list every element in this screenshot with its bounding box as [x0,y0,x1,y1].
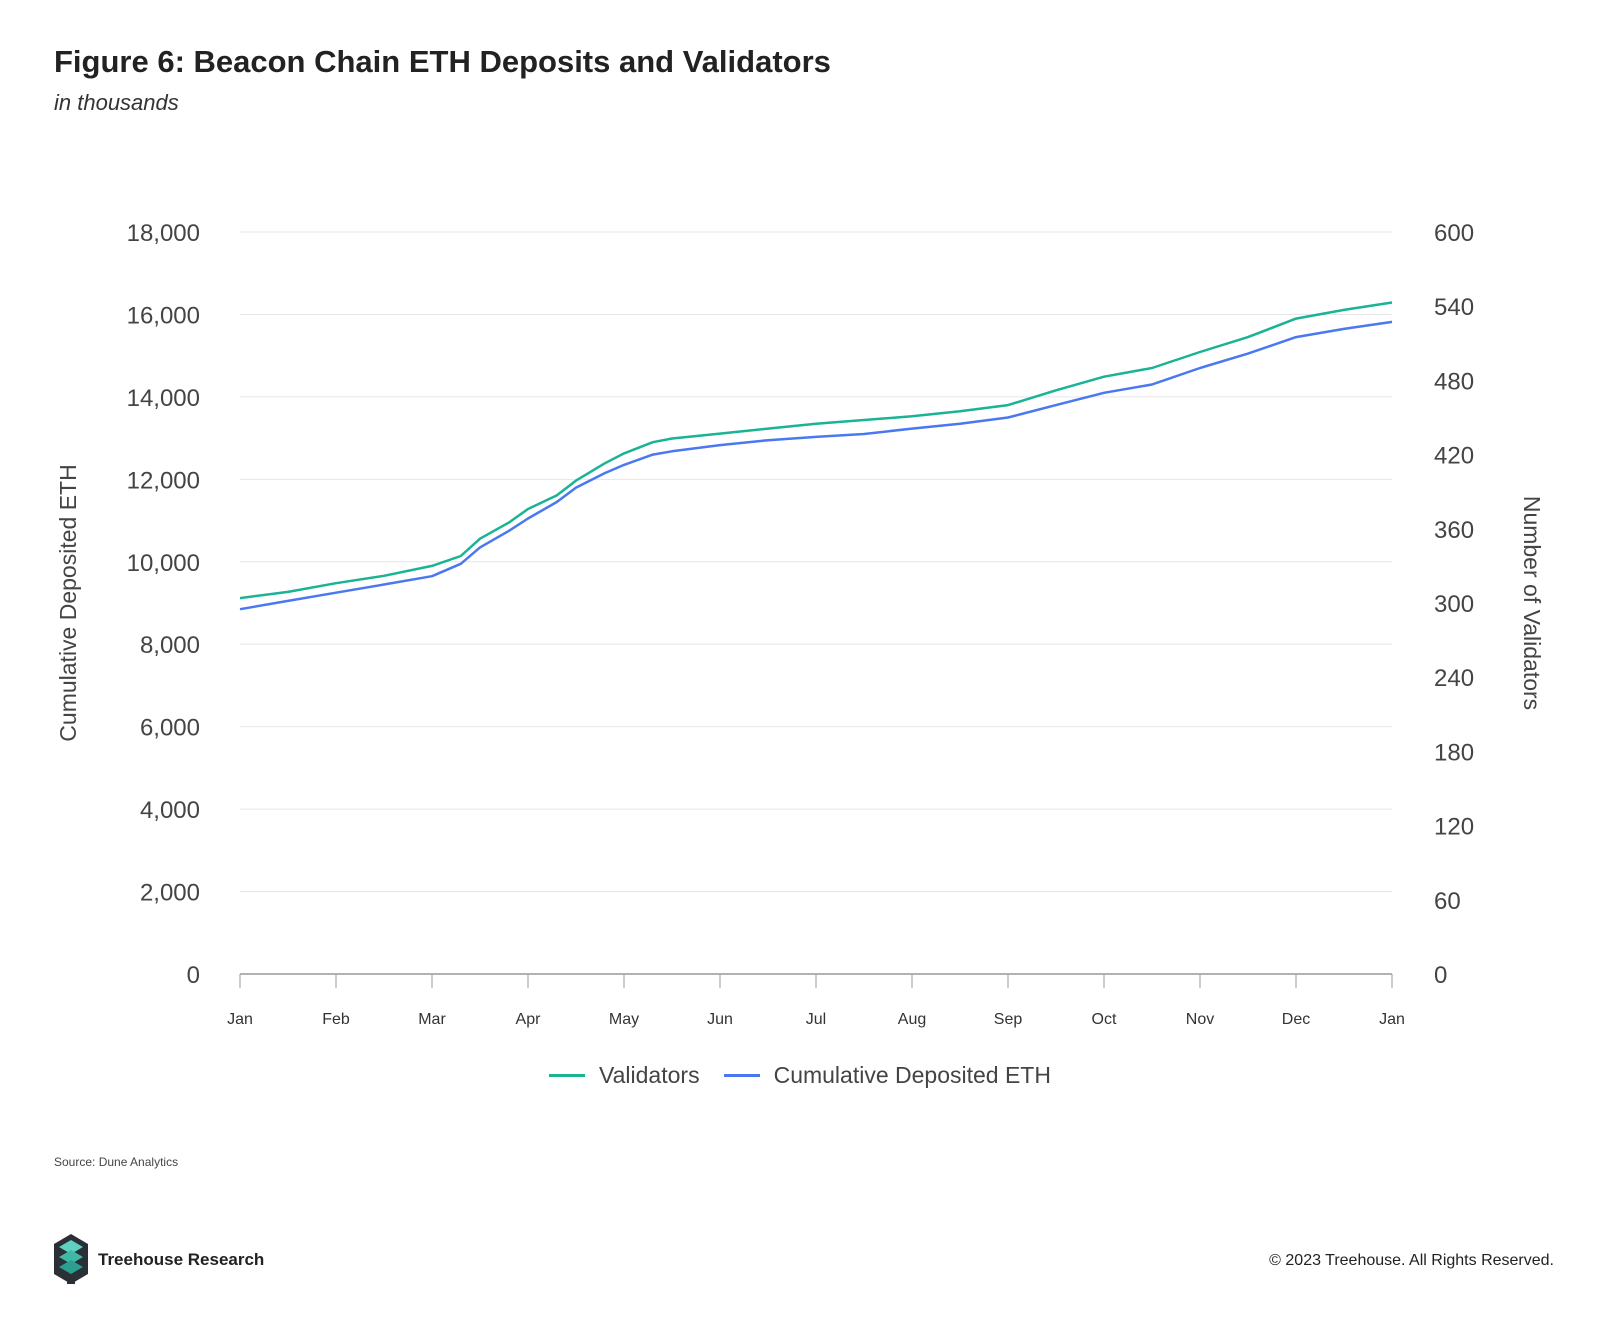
y-right-tick-label: 300 [1434,591,1474,618]
legend-item-validators[interactable]: Validators [549,1062,700,1089]
treehouse-logo-icon [54,1234,88,1284]
chart-title: Figure 6: Beacon Chain ETH Deposits and … [54,44,831,79]
series-line-deposits [239,320,1393,611]
x-tick-label: Apr [516,1011,542,1028]
y-right-tick-label: 540 [1434,294,1474,321]
x-tick-label: Sep [994,1011,1023,1028]
y-right-tick-label: 360 [1434,517,1474,544]
y-left-tick-label: 10,000 [127,550,200,577]
y-left-tick-label: 16,000 [127,302,200,329]
y-right-tick-label: 60 [1434,888,1461,915]
x-tick-label: Feb [322,1011,350,1028]
y-left-tick-label: 2,000 [140,880,200,907]
y-right-tick-label: 0 [1434,962,1447,989]
y-left-axis-title: Cumulative Deposited ETH [55,464,81,741]
chart-subtitle: in thousands [54,90,179,115]
y-left-tick-label: 6,000 [140,715,200,742]
y-right-tick-label: 480 [1434,368,1474,395]
x-tick-label: Mar [418,1011,446,1028]
y-left-tick-label: 18,000 [127,220,200,247]
brand: Treehouse Research [54,1234,264,1286]
legend-item-deposits[interactable]: Cumulative Deposited ETH [723,1062,1051,1089]
x-tick-label: Jun [707,1011,733,1028]
x-tick-label: Jan [1379,1011,1405,1028]
legend-swatch-deposits [723,1074,760,1077]
x-tick-label: Aug [898,1011,926,1028]
y-right-tick-label: 600 [1434,220,1474,247]
y-right-axis-title: Number of Validators [1519,496,1545,710]
copyright: © 2023 Treehouse. All Rights Reserved. [1269,1252,1554,1269]
y-right-tick-label: 120 [1434,814,1474,841]
legend-label-validators: Validators [599,1062,700,1088]
x-tick-label: May [609,1011,639,1028]
source-note: Source: Dune Analytics [54,1155,179,1169]
y-right-tick-label: 180 [1434,739,1474,766]
y-right-tick-label: 240 [1434,665,1474,692]
x-tick-label: Nov [1186,1011,1214,1028]
series-line-validators [239,301,1393,600]
y-left-tick-label: 14,000 [127,385,200,412]
x-tick-label: Dec [1282,1011,1310,1028]
y-right-tick-label: 420 [1434,443,1474,470]
y-left-tick-label: 0 [187,962,200,989]
y-left-tick-label: 12,000 [127,467,200,494]
chart-legend: Validators Cumulative Deposited ETH [0,1062,1600,1089]
y-left-tick-label: 8,000 [140,632,200,659]
legend-swatch-validators [549,1074,585,1077]
y-left-tick-label: 4,000 [140,797,200,824]
x-tick-label: Jul [806,1011,826,1028]
line-chart: 0 2,000 4,000 6,000 8,000 10,000 12,000 14,000 1… [55,220,1545,1028]
x-tick-label: Jan [227,1011,253,1028]
legend-label-deposits: Cumulative Deposited ETH [773,1062,1051,1088]
x-tick-label: Oct [1092,1011,1117,1028]
brand-name: Treehouse Research [98,1250,265,1269]
